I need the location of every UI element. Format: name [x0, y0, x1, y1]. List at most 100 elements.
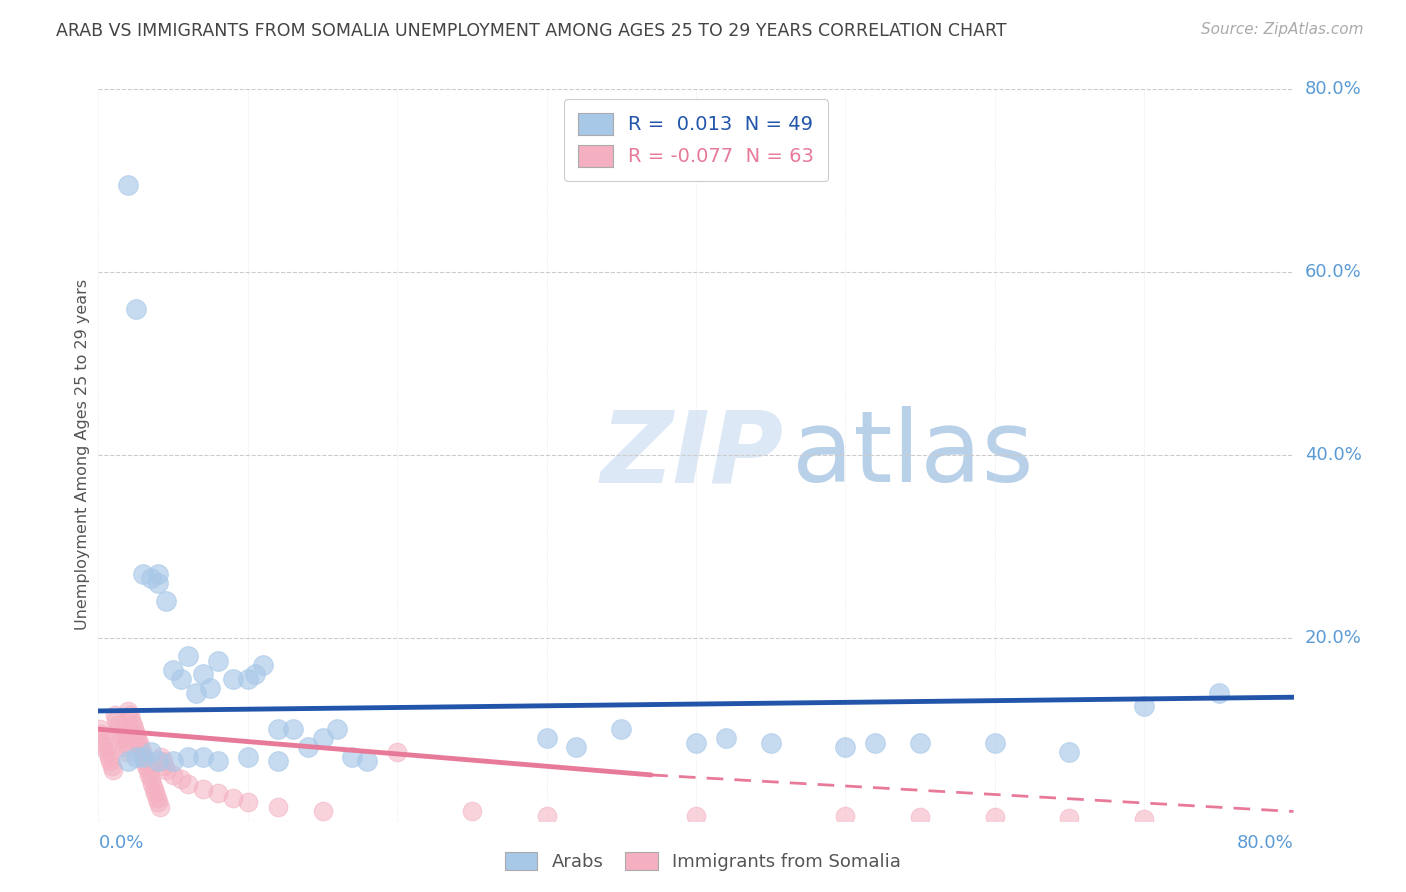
Point [139, 745, 162, 759]
Point [134, 754, 156, 768]
Point [138, 768, 160, 782]
Point [117, 704, 139, 718]
Legend: R =  0.013  N = 49, R = -0.077  N = 63: R = 0.013 N = 49, R = -0.077 N = 63 [564, 99, 828, 181]
Point [152, 754, 174, 768]
Point [103, 764, 125, 778]
Point [120, 713, 142, 727]
Point [191, 781, 214, 796]
Point [169, 772, 191, 787]
Point [245, 667, 267, 681]
Point [112, 736, 135, 750]
Point [236, 672, 259, 686]
Point [207, 754, 229, 768]
Point [107, 717, 129, 731]
Point [104, 708, 127, 723]
Point [145, 790, 167, 805]
Point [150, 749, 173, 764]
Point [385, 745, 409, 759]
Point [148, 566, 170, 581]
Point [132, 566, 155, 581]
Point [135, 758, 157, 772]
Point [118, 708, 141, 723]
Point [149, 800, 172, 814]
Point [132, 749, 155, 764]
Point [111, 731, 134, 746]
Point [311, 805, 333, 819]
Point [90, 727, 112, 741]
Point [177, 749, 200, 764]
Point [153, 758, 176, 772]
Point [759, 736, 782, 750]
Point [142, 781, 165, 796]
Point [236, 796, 259, 810]
Point [685, 736, 707, 750]
Point [207, 654, 229, 668]
Point [267, 800, 290, 814]
Point [124, 723, 146, 737]
Text: 20.0%: 20.0% [1305, 629, 1361, 647]
Point [89, 723, 111, 737]
Point [136, 764, 159, 778]
Point [356, 754, 378, 768]
Point [162, 768, 184, 782]
Point [131, 745, 153, 759]
Point [114, 740, 136, 755]
Point [865, 736, 887, 750]
Point [177, 777, 200, 791]
Text: 0.0%: 0.0% [98, 834, 143, 852]
Point [222, 790, 245, 805]
Text: 80.0%: 80.0% [1305, 80, 1361, 98]
Point [141, 777, 163, 791]
Text: 40.0%: 40.0% [1305, 446, 1361, 464]
Text: ARAB VS IMMIGRANTS FROM SOMALIA UNEMPLOYMENT AMONG AGES 25 TO 29 YEARS CORRELATI: ARAB VS IMMIGRANTS FROM SOMALIA UNEMPLOY… [56, 22, 1007, 40]
Point [117, 178, 139, 193]
Point [125, 301, 148, 316]
Point [184, 685, 207, 699]
Point [1133, 812, 1156, 826]
Point [1208, 685, 1230, 699]
Point [834, 740, 856, 755]
Point [125, 727, 148, 741]
Point [565, 740, 588, 755]
Point [714, 731, 737, 746]
Text: atlas: atlas [792, 407, 1033, 503]
Point [236, 749, 259, 764]
Point [110, 727, 132, 741]
Point [91, 731, 114, 746]
Point [267, 754, 290, 768]
Point [155, 764, 177, 778]
Point [326, 723, 349, 737]
Point [101, 758, 124, 772]
Point [461, 805, 484, 819]
Point [97, 749, 120, 764]
Point [1133, 699, 1156, 714]
Point [610, 723, 633, 737]
Point [983, 736, 1005, 750]
Point [908, 810, 931, 824]
Point [148, 796, 170, 810]
Point [148, 576, 170, 591]
Point [908, 736, 931, 750]
Point [267, 723, 290, 737]
Point [115, 745, 138, 759]
Point [177, 649, 200, 664]
Point [191, 667, 214, 681]
Point [148, 754, 170, 768]
Point [162, 754, 184, 768]
Point [121, 717, 143, 731]
Point [139, 571, 162, 585]
Point [685, 809, 707, 823]
Point [117, 754, 139, 768]
Y-axis label: Unemployment Among Ages 25 to 29 years: Unemployment Among Ages 25 to 29 years [75, 279, 90, 631]
Point [128, 736, 150, 750]
Point [143, 786, 166, 800]
Point [108, 723, 131, 737]
Point [207, 786, 229, 800]
Point [129, 740, 152, 755]
Point [536, 809, 558, 823]
Text: ZIP: ZIP [600, 407, 783, 503]
Point [93, 736, 115, 750]
Point [105, 713, 128, 727]
Text: Source: ZipAtlas.com: Source: ZipAtlas.com [1201, 22, 1364, 37]
Point [834, 809, 856, 823]
